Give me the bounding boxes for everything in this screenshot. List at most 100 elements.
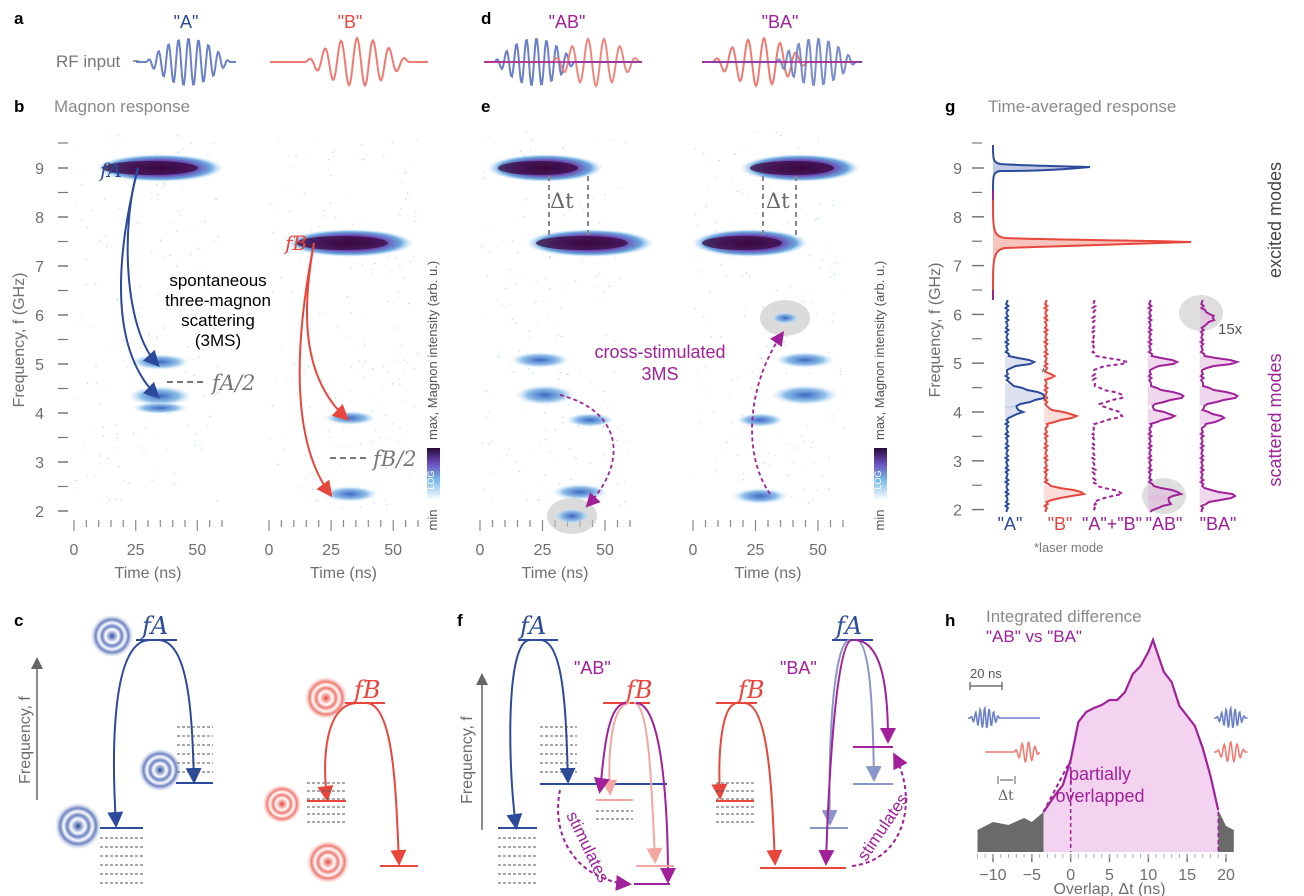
xaxis-label: Time (ns)	[115, 565, 182, 582]
avg-ytick: 7	[953, 259, 962, 276]
avg-column-labels: "A" "B" "A"+"B" "AB" "BA"	[998, 514, 1237, 534]
svg-text:(3MS): (3MS)	[195, 331, 241, 350]
laser-star: *	[1041, 365, 1046, 380]
rf-wave	[270, 38, 428, 85]
f-label-ab: "AB"	[574, 658, 611, 678]
panel-label-d: d	[481, 9, 491, 28]
partially-label: partially	[1069, 764, 1131, 784]
panel-label-g: g	[945, 97, 955, 116]
ytick-label: 4	[35, 406, 44, 423]
xtick-label: 50	[188, 542, 206, 559]
input-ab-label: "AB"	[549, 12, 586, 32]
diff-inset: 20 ns Δt	[970, 666, 1015, 804]
excited-label: excited modes	[1265, 162, 1285, 278]
label-fB-b: fB	[283, 231, 307, 255]
mode-spot-fB	[304, 676, 348, 720]
diff-xtick: −5	[1023, 867, 1041, 884]
ytick-label: 5	[35, 357, 44, 374]
colorbar-e: LOG max, Magnon intensity (arb. u.) min	[872, 261, 887, 531]
xtick-label: 25	[322, 542, 340, 559]
svg-text:LOG: LOG	[426, 470, 436, 489]
svg-text:LOG: LOG	[873, 470, 883, 489]
svg-text:min: min	[872, 510, 887, 531]
c-label-fB: fB	[352, 676, 381, 704]
rf-input-label: RF input	[56, 52, 121, 71]
xtick-label: 50	[809, 542, 827, 559]
ytick-label: 2	[35, 504, 44, 521]
panel-label-c: c	[14, 611, 23, 630]
rf-wave	[136, 39, 236, 84]
scattered-label: scattered modes	[1265, 353, 1285, 486]
c-arrow-blue-low	[114, 640, 150, 824]
avg-ytick: 9	[953, 161, 962, 178]
svg-text:"BA": "BA"	[1200, 514, 1237, 534]
mode-spot-lower-blue	[54, 802, 102, 850]
svg-text:Δt: Δt	[998, 788, 1014, 804]
input-ba-label: "BA"	[762, 12, 799, 32]
diff-subtitle: "AB" vs "BA"	[986, 627, 1082, 646]
laser-mode-note: *laser mode	[1034, 540, 1103, 555]
f-arrow-ab-blue-low	[510, 640, 530, 826]
mode-spot-lower-red	[306, 840, 350, 884]
f-label-fA-ba: fA	[834, 612, 862, 640]
svg-text:"A"+"B": "A"+"B"	[1082, 514, 1142, 534]
svg-text:20 ns: 20 ns	[970, 666, 1002, 681]
scatter-text: spontaneous three-magnon scattering (3MS…	[165, 271, 271, 350]
input-a-label: "A"	[174, 12, 199, 32]
avg-ytick: 8	[953, 210, 962, 227]
panel-label-e: e	[481, 97, 490, 116]
avg-axis: 2 3 4 5 6 7 8 9	[953, 143, 984, 520]
svg-text:"AB": "AB"	[1146, 514, 1183, 534]
f-ylabel: Frequency, f	[459, 716, 476, 804]
label-fA-b: fA	[98, 158, 122, 182]
xaxis-label: Time (ns)	[522, 565, 589, 582]
avg-ytick: 2	[953, 503, 962, 520]
cross-text-1: cross-stimulated	[594, 342, 725, 362]
xtick-label: 0	[265, 542, 274, 559]
f-arrow-ab-stim-1	[600, 703, 626, 790]
xtick-label: 25	[747, 542, 765, 559]
panel-label-f: f	[457, 611, 463, 630]
svg-text:max, Magnon intensity (arb. u.: max, Magnon intensity (arb. u.)	[425, 261, 440, 440]
mode-spot-upper-red	[262, 784, 302, 824]
avg-ytick: 4	[953, 405, 962, 422]
colorbar-b: LOG max, Magnon intensity (arb. u.) min	[425, 261, 440, 531]
label-half-fB: fB/2	[371, 447, 417, 471]
panel-label-a: a	[14, 9, 24, 28]
ytick-label: 7	[35, 259, 44, 276]
f-label-ba: "BA"	[780, 658, 817, 678]
diff-xlabel: Overlap, Δt (ns)	[1053, 881, 1165, 896]
f-label-fB-ab: fB	[624, 676, 653, 704]
avg-title: Time-averaged response	[988, 97, 1176, 116]
rf-waveforms	[136, 38, 862, 86]
xtick-label: 50	[596, 542, 614, 559]
panel-label-b: b	[14, 97, 24, 116]
xtick-label: 0	[689, 542, 698, 559]
xtick-label: 25	[534, 542, 552, 559]
f-arrow-ab-faint-2	[634, 703, 655, 860]
avg-ytick: 5	[953, 356, 962, 373]
svg-text:spontaneous: spontaneous	[169, 271, 266, 290]
f-arrow-ba-red-high	[719, 703, 738, 796]
f-arrow-ba-faint-2	[856, 640, 874, 778]
xaxis-label: Time (ns)	[735, 565, 802, 582]
avg-ylabel: Frequency, f (GHz)	[927, 263, 944, 398]
diff-xtick: 15	[1178, 867, 1196, 884]
arrow-fB-to-4p5	[307, 243, 346, 418]
overlapped-label: overlapped	[1055, 786, 1144, 806]
avg-ytick: 3	[953, 454, 962, 471]
xaxis-label: Time (ns)	[310, 565, 377, 582]
scattered-spectra	[1005, 300, 1237, 512]
diff-title: Integrated difference	[986, 607, 1142, 626]
f-stimulates-ab: stimulates	[562, 808, 613, 885]
f-label-fA-ab: fA	[518, 612, 546, 640]
ytick-label: 8	[35, 210, 44, 227]
svg-text:scattering: scattering	[181, 311, 255, 330]
panel-label-h: h	[945, 611, 955, 630]
svg-text:"B": "B"	[1048, 514, 1073, 534]
magnon-ylabel: Frequency, f (GHz)	[11, 273, 28, 408]
excited-peaks	[993, 145, 1191, 300]
xtick-label: 25	[127, 542, 145, 559]
svg-text:max, Magnon intensity (arb. u.: max, Magnon intensity (arb. u.)	[872, 261, 887, 440]
f-stimulates-ba: stimulates	[854, 790, 913, 864]
